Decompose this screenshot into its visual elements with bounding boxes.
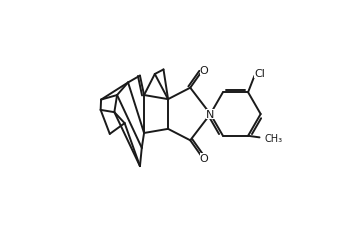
- Text: O: O: [200, 153, 208, 164]
- Text: N: N: [206, 109, 215, 120]
- Text: O: O: [200, 65, 208, 76]
- Text: CH₃: CH₃: [264, 134, 282, 143]
- Text: Cl: Cl: [254, 69, 265, 79]
